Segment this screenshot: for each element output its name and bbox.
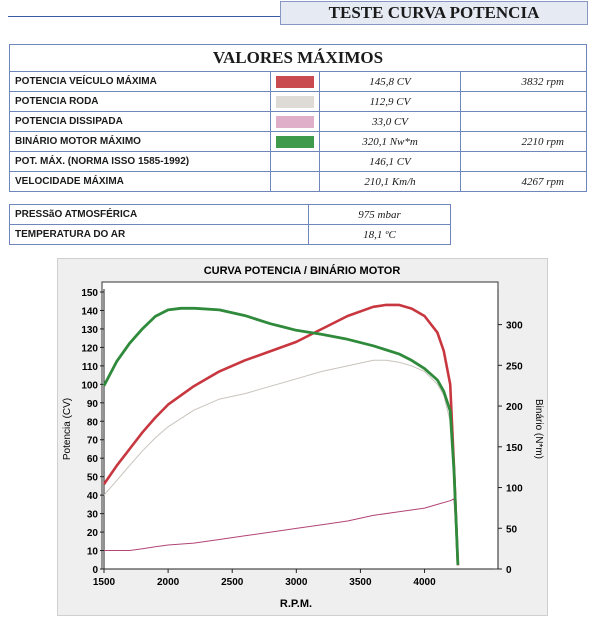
table-row: POTENCIA VEÍCULO MÁXIMA 145,8 CV 3832 rp… bbox=[9, 71, 587, 92]
y-tick-label: 30 bbox=[87, 510, 99, 521]
x-axis-label: R.P.M. bbox=[280, 598, 312, 610]
series-line-1 bbox=[103, 359, 459, 566]
row-value: 320,1 Nw*m bbox=[319, 131, 461, 152]
series-line-2 bbox=[104, 498, 459, 566]
header-rule bbox=[8, 16, 280, 17]
color-swatch bbox=[276, 115, 314, 128]
x-tick-label: 4000 bbox=[413, 577, 436, 588]
row-label: BINÁRIO MOTOR MÁXIMO bbox=[9, 131, 271, 152]
row-rpm bbox=[460, 111, 587, 132]
table-row: POTENCIA RODA 112,9 CV bbox=[9, 91, 587, 112]
row-rpm: 2210 rpm bbox=[460, 131, 587, 152]
y-tick-label: 60 bbox=[87, 454, 99, 465]
color-swatch bbox=[276, 75, 314, 88]
chart-title: CURVA POTENCIA / BINÁRIO MOTOR bbox=[204, 264, 401, 277]
y2-tick-label: 250 bbox=[506, 361, 523, 372]
row-rpm bbox=[460, 151, 587, 172]
y2-tick-label: 50 bbox=[506, 524, 518, 535]
row-label: VELOCIDADE MÁXIMA bbox=[9, 171, 271, 192]
y2-tick-label: 0 bbox=[506, 565, 512, 576]
y-tick-label: 80 bbox=[87, 417, 99, 428]
row-label: TEMPERATURA DO AR bbox=[9, 224, 309, 245]
row-value: 975 mbar bbox=[308, 204, 451, 225]
chart-panel: CURVA POTENCIA / BINÁRIO MOTOR R.P.M. Po… bbox=[57, 258, 548, 616]
power-torque-chart: CURVA POTENCIA / BINÁRIO MOTOR R.P.M. Po… bbox=[62, 264, 544, 610]
table-row: VELOCIDADE MÁXIMA 210,1 Km/h 4267 rpm bbox=[9, 171, 587, 192]
x-tick-label: 2000 bbox=[157, 577, 180, 588]
x-tick-label: 1500 bbox=[93, 577, 116, 588]
max-values-title: VALORES MÁXIMOS bbox=[9, 44, 587, 72]
series-line-0 bbox=[102, 303, 460, 566]
y-tick-label: 120 bbox=[81, 343, 98, 354]
color-swatch bbox=[276, 135, 314, 148]
y-tick-label: 20 bbox=[87, 528, 99, 539]
series-line-3 bbox=[102, 306, 460, 565]
row-value: 33,0 CV bbox=[319, 111, 461, 132]
y-tick-label: 10 bbox=[87, 547, 99, 558]
table-row: POTENCIA DISSIPADA 33,0 CV bbox=[9, 111, 587, 132]
page-title: TESTE CURVA POTENCIA bbox=[280, 1, 588, 25]
table-row: POT. MÁX. (NORMA ISSO 1585-1992) 146,1 C… bbox=[9, 151, 587, 172]
y-tick-label: 130 bbox=[81, 325, 98, 336]
plot-area bbox=[101, 281, 499, 570]
y-tick-label: 100 bbox=[81, 380, 98, 391]
x-tick-label: 3500 bbox=[349, 577, 372, 588]
row-label: POTENCIA VEÍCULO MÁXIMA bbox=[9, 71, 271, 92]
row-value: 146,1 CV bbox=[319, 151, 461, 172]
max-values-table: VALORES MÁXIMOS POTENCIA VEÍCULO MÁXIMA … bbox=[9, 44, 587, 192]
y-tick-label: 70 bbox=[87, 436, 99, 447]
x-tick-label: 3000 bbox=[285, 577, 308, 588]
row-label: POTENCIA RODA bbox=[9, 91, 271, 112]
y-tick-label: 110 bbox=[82, 362, 99, 373]
y-tick-label: 90 bbox=[87, 399, 99, 410]
table-row: PRESSãO ATMOSFÉRICA 975 mbar bbox=[9, 204, 451, 225]
row-value: 210,1 Km/h bbox=[319, 171, 461, 192]
row-value: 112,9 CV bbox=[319, 91, 461, 112]
y2-tick-label: 150 bbox=[506, 443, 523, 454]
y-axis-label: Potencia (CV) bbox=[62, 398, 73, 460]
row-value: 145,8 CV bbox=[319, 71, 461, 92]
x-tick-label: 2500 bbox=[221, 577, 244, 588]
y-tick-label: 150 bbox=[81, 288, 98, 299]
environment-table: PRESSãO ATMOSFÉRICA 975 mbar TEMPERATURA… bbox=[9, 204, 451, 245]
table-row: TEMPERATURA DO AR 18,1 ºC bbox=[9, 224, 451, 245]
y-tick-label: 0 bbox=[92, 565, 98, 576]
y-tick-label: 50 bbox=[87, 473, 99, 484]
row-value: 18,1 ºC bbox=[308, 224, 451, 245]
y2-tick-label: 200 bbox=[506, 402, 523, 413]
y-tick-label: 140 bbox=[81, 306, 98, 317]
row-rpm bbox=[460, 91, 587, 112]
row-rpm: 4267 rpm bbox=[460, 171, 587, 192]
color-swatch bbox=[276, 95, 314, 108]
table-row: BINÁRIO MOTOR MÁXIMO 320,1 Nw*m 2210 rpm bbox=[9, 131, 587, 152]
row-label: POT. MÁX. (NORMA ISSO 1585-1992) bbox=[9, 151, 271, 172]
row-rpm: 3832 rpm bbox=[460, 71, 587, 92]
y2-axis-label: Binário (N*m) bbox=[533, 399, 544, 459]
row-label: POTENCIA DISSIPADA bbox=[9, 111, 271, 132]
y2-tick-label: 100 bbox=[506, 484, 523, 495]
y-tick-label: 40 bbox=[87, 491, 99, 502]
row-label: PRESSãO ATMOSFÉRICA bbox=[9, 204, 309, 225]
y2-tick-label: 300 bbox=[506, 321, 523, 332]
